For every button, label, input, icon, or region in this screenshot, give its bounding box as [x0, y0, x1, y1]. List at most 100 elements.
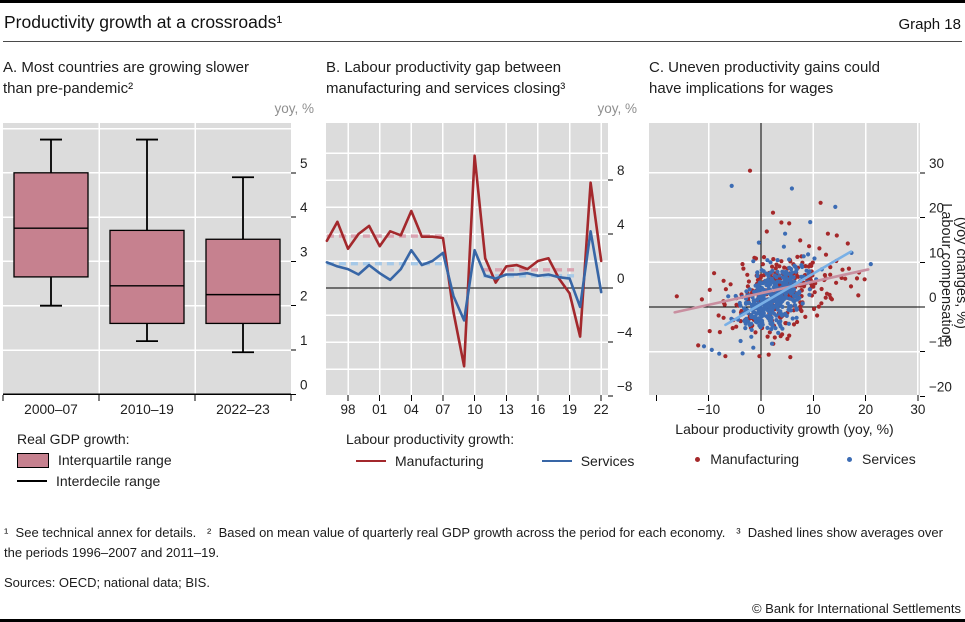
interquartile-range-label: Interquartile range — [58, 452, 172, 468]
services-line — [325, 230, 603, 322]
svg-text:0: 0 — [300, 377, 308, 392]
panel-c-title-line1: C. Uneven productivity gains could — [649, 59, 880, 76]
plot-area — [649, 123, 920, 395]
svg-text:0: 0 — [617, 271, 625, 286]
svg-text:3: 3 — [300, 244, 308, 259]
panel-a-legend-heading: Real GDP growth: — [17, 431, 130, 447]
panel-c-title-line2: have implications for wages — [649, 80, 834, 97]
panel-c-unit-spacer — [649, 101, 962, 123]
svg-text:20: 20 — [858, 402, 873, 417]
svg-text:4: 4 — [617, 217, 625, 232]
manufacturing-line — [325, 154, 603, 368]
svg-text:04: 04 — [404, 402, 420, 417]
svg-text:2010–19: 2010–19 — [120, 402, 174, 417]
svg-text:10: 10 — [929, 245, 944, 260]
svg-text:0: 0 — [929, 290, 937, 305]
header: Productivity growth at a crossroads¹ Gra… — [3, 0, 962, 33]
box-2000-07 — [13, 138, 89, 307]
svg-text:10: 10 — [806, 402, 821, 417]
panel-b: B. Labour productivity gap between manuf… — [325, 57, 639, 507]
sources-line: Sources: OECD; national data; BIS. — [4, 575, 210, 590]
x-axis-ticks — [655, 395, 919, 401]
legend-item-services-dot: Services — [847, 451, 916, 467]
manufacturing-line-label: Manufacturing — [395, 453, 484, 469]
manufacturing-trend-line — [673, 268, 870, 314]
y-tick-labels: 5 4 3 2 1 0 — [291, 156, 308, 395]
x-tick-labels: 2000–07 2010–19 2022–23 — [24, 402, 270, 417]
box-2010-19 — [109, 138, 185, 343]
services-dot-label: Services — [862, 451, 916, 467]
svg-text:98: 98 — [340, 402, 355, 417]
svg-text:−4: −4 — [617, 325, 633, 340]
svg-text:0: 0 — [757, 402, 765, 417]
interdecile-range-label: Interdecile range — [56, 473, 161, 489]
header-divider — [3, 41, 962, 42]
panel-a: A. Most countries are growing slower tha… — [2, 57, 316, 507]
svg-text:30: 30 — [929, 156, 944, 171]
panel-a-unit-label: yoy, % — [274, 101, 314, 116]
panel-a-title: A. Most countries are growing slower tha… — [3, 57, 316, 101]
panel-a-title-line2: than pre-pandemic² — [3, 80, 134, 97]
panel-c-title: C. Uneven productivity gains could have … — [649, 57, 962, 101]
interdecile-range-swatch — [17, 480, 47, 482]
svg-text:2: 2 — [300, 289, 308, 304]
svg-text:19: 19 — [562, 402, 577, 417]
legend-item-interdecile-range: Interdecile range — [17, 473, 316, 489]
interquartile-range-swatch — [17, 452, 49, 468]
legend-item-interquartile-range: Interquartile range — [17, 452, 316, 468]
graph-number: Graph 18 — [898, 16, 961, 33]
panel-c-xaxis-label: Labour productivity growth (yoy, %) — [675, 421, 894, 437]
panel-b-chart: 98 01 04 07 10 13 16 19 22 8 4 0 −4 −8 — [325, 123, 633, 417]
y-axis-title: Labour compensation (yoy changes, %) — [938, 203, 965, 342]
panel-b-legend: Labour productivity growth: Manufacturin… — [326, 431, 639, 469]
svg-text:13: 13 — [499, 402, 514, 417]
svg-text:10: 10 — [467, 402, 482, 417]
svg-text:20: 20 — [929, 201, 944, 216]
svg-text:2000–07: 2000–07 — [24, 402, 78, 417]
svg-text:−20: −20 — [929, 379, 952, 394]
bottom-border-rule — [0, 619, 965, 622]
plot-area — [326, 123, 608, 395]
y-tick-labels: 30 20 10 0 −10 −20 — [920, 156, 952, 397]
footnotes: ¹ See technical annex for details. ² Bas… — [4, 525, 943, 560]
panel-c: C. Uneven productivity gains could have … — [649, 57, 965, 507]
x-tick-labels: 98 01 04 07 10 13 16 19 22 — [340, 402, 608, 417]
panels-container: A. Most countries are growing slower tha… — [2, 57, 965, 507]
manufacturing-dot-label: Manufacturing — [710, 451, 800, 467]
svg-text:30: 30 — [910, 402, 925, 417]
svg-text:5: 5 — [300, 156, 308, 171]
panel-b-title-line1: B. Labour productivity gap between — [326, 59, 562, 76]
svg-text:2022–23: 2022–23 — [216, 402, 270, 417]
gridlines — [649, 123, 920, 395]
interquartile-box — [13, 172, 89, 278]
panel-a-chart: 2000–07 2010–19 2022–23 5 4 3 2 1 0 — [2, 123, 308, 417]
panel-b-legend-items: Manufacturing Services — [346, 453, 639, 469]
services-line-label: Services — [580, 453, 635, 469]
svg-text:(yoy changes, %): (yoy changes, %) — [953, 217, 965, 329]
panel-b-legend-heading: Labour productivity growth: — [346, 431, 515, 447]
svg-text:01: 01 — [372, 402, 387, 417]
services-trend-line — [724, 250, 853, 327]
services-line-swatch — [541, 460, 572, 462]
svg-text:−10: −10 — [929, 335, 952, 350]
svg-text:−10: −10 — [697, 402, 720, 417]
legend-item-services-line: Services — [541, 453, 635, 469]
x-axis-ticks — [2, 395, 292, 401]
trend-lines — [673, 250, 870, 327]
panel-a-title-line1: A. Most countries are growing slower — [3, 59, 249, 76]
panel-b-title-line2: manufacturing and services closing³ — [326, 80, 566, 97]
svg-text:22: 22 — [594, 402, 609, 417]
svg-text:16: 16 — [530, 402, 545, 417]
x-tick-labels: −10 0 10 20 30 — [697, 402, 925, 417]
services-dot-swatch — [847, 456, 853, 462]
copyright-line: © Bank for International Settlements — [751, 601, 961, 616]
svg-text:8: 8 — [617, 163, 625, 178]
top-border-rule — [0, 0, 965, 3]
manufacturing-line-swatch — [356, 460, 386, 462]
legend-item-manufacturing-line: Manufacturing — [356, 453, 484, 469]
svg-text:1: 1 — [300, 333, 308, 348]
interquartile-box — [205, 238, 281, 325]
panel-c-chart: −10 0 10 20 30 30 20 10 0 −10 −20 Labour compensati… — [649, 123, 965, 417]
box-2022-23 — [205, 176, 281, 354]
